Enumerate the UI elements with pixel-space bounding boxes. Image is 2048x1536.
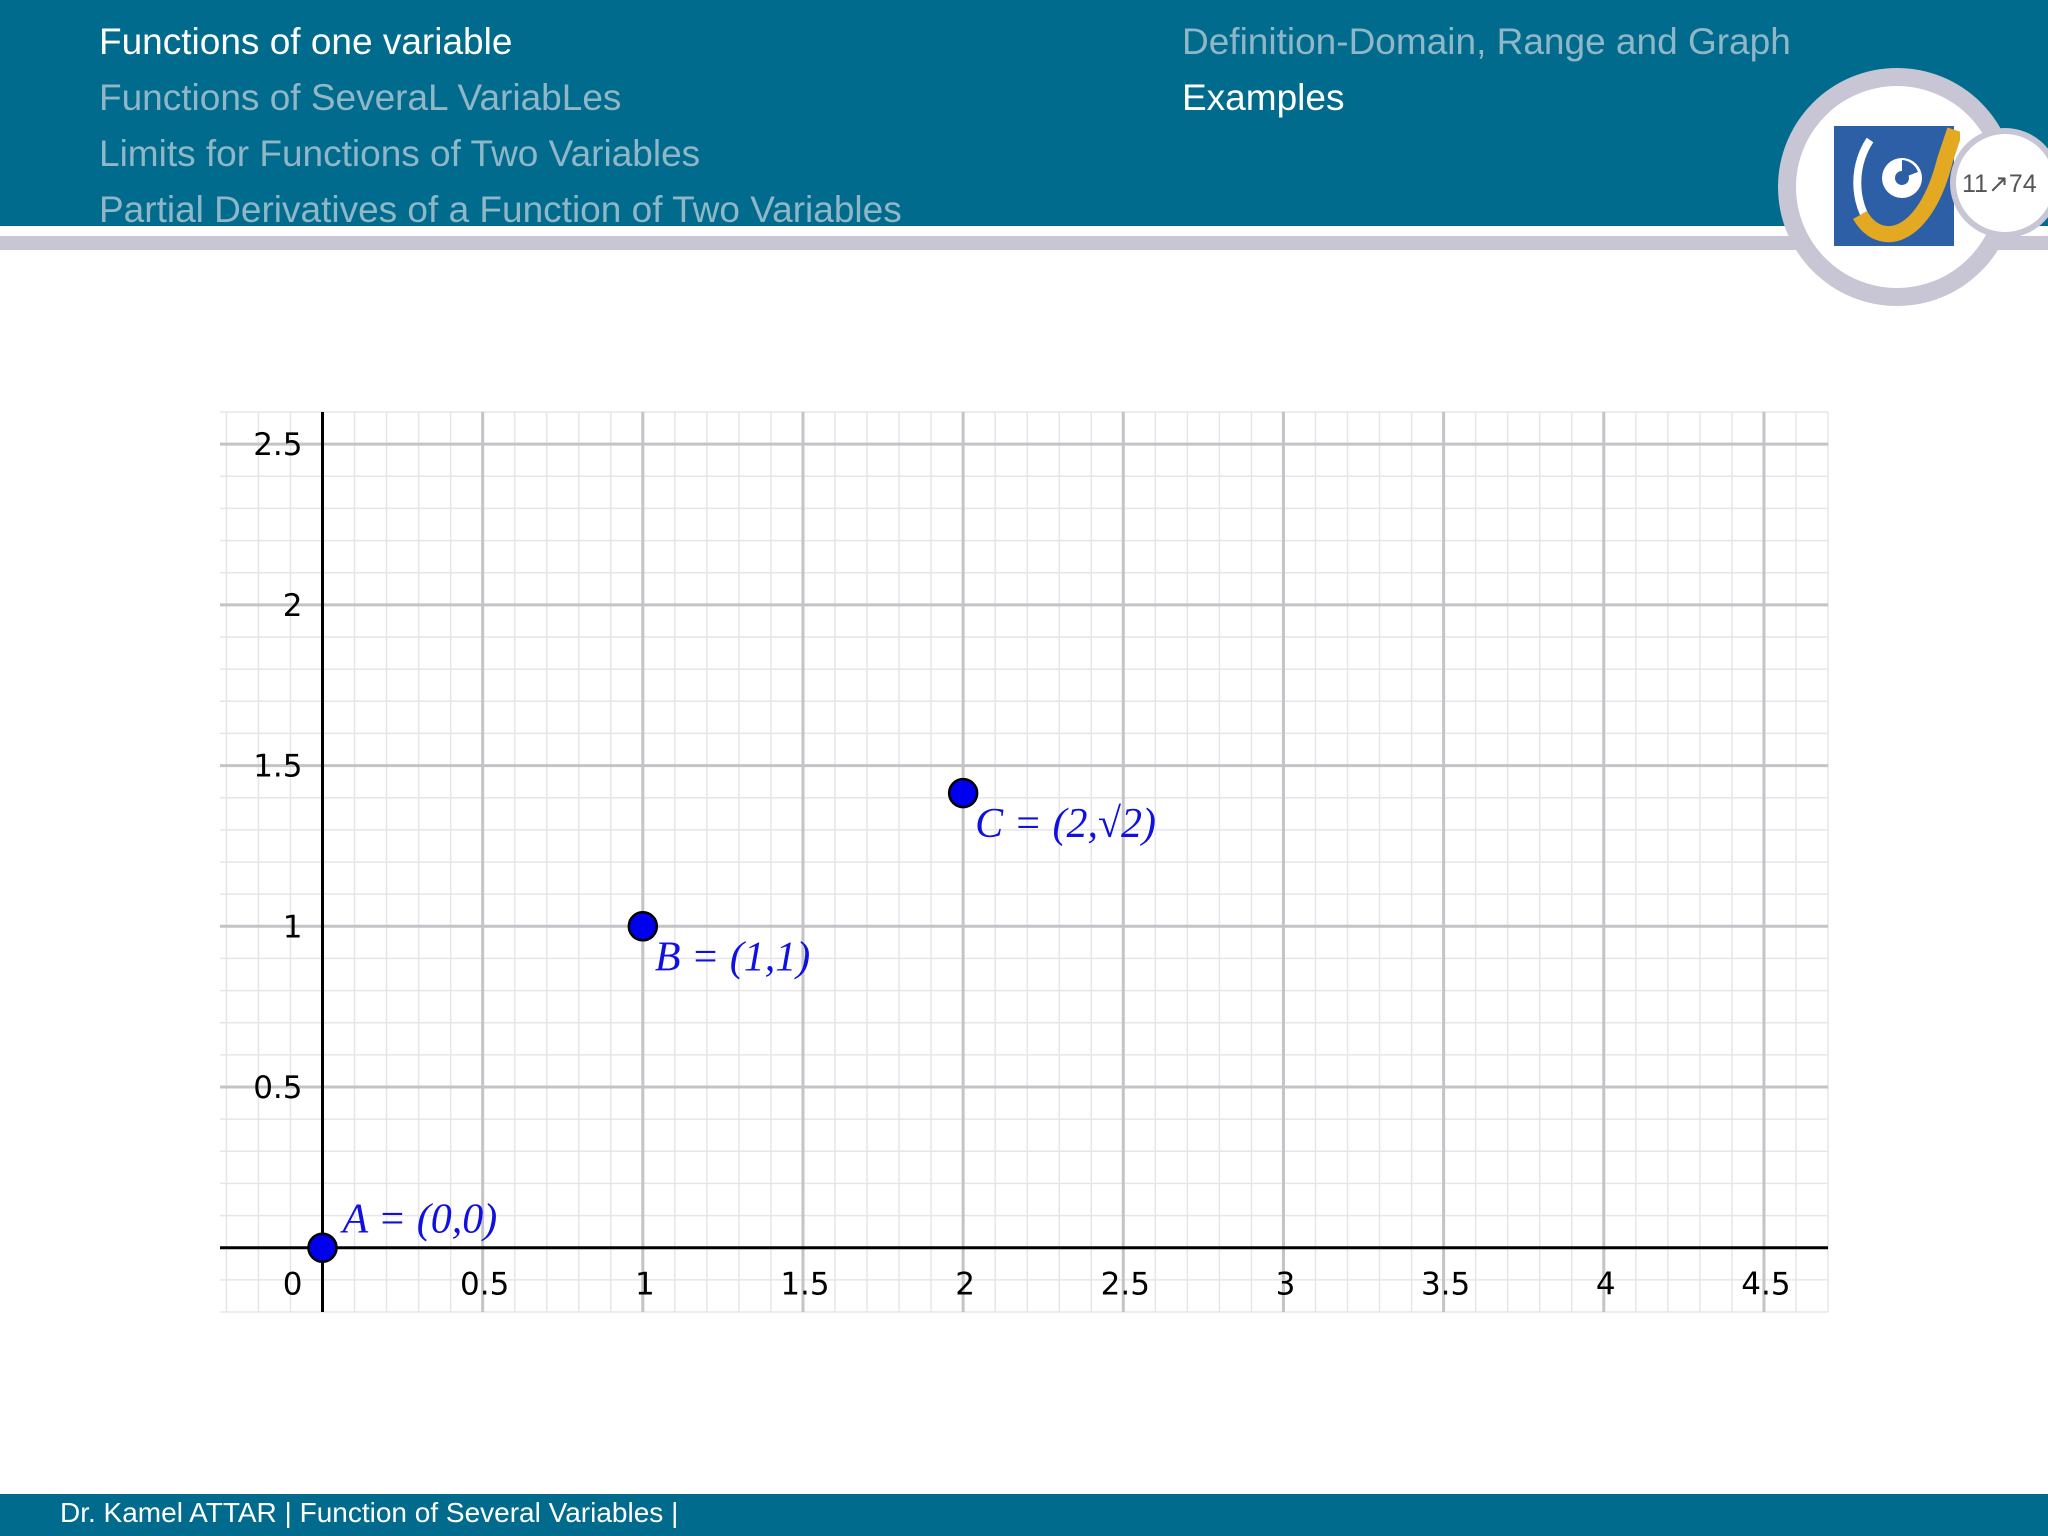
nav-section-several-variables[interactable]: Functions of SeveraL VariabLes (99, 77, 622, 118)
x-tick-labels: 0 0.5 1 1.5 2 2.5 3 3.5 4 4.5 (283, 1267, 1791, 1303)
nav-section-one-variable[interactable]: Functions of one variable (99, 21, 513, 62)
x-tick-label: 3 (1276, 1267, 1296, 1303)
x-tick-label: 1 (635, 1267, 655, 1303)
footer-bar (0, 1494, 2048, 1536)
header-divider (0, 226, 2048, 236)
nav-subsection-definition[interactable]: Definition-Domain, Range and Graph (1182, 21, 1791, 62)
x-tick-label: 0 (283, 1267, 303, 1303)
grid-major (220, 412, 1828, 1312)
subsection-nav: Definition-Domain, Range and Graph Examp… (1182, 14, 1791, 126)
data-point-label: B = (1,1) (655, 934, 810, 980)
x-tick-label: 2.5 (1101, 1267, 1150, 1303)
x-tick-label: 4.5 (1741, 1267, 1790, 1303)
page-badge (1950, 128, 2048, 238)
data-point (627, 911, 659, 942)
page-indicator: 11↗74 (1962, 170, 2037, 198)
x-tick-label: 0.5 (460, 1267, 509, 1303)
nav-subsection-examples[interactable]: Examples (1182, 77, 1345, 118)
y-tick-label: 1.5 (253, 749, 302, 785)
grid-minor (220, 411, 1829, 1313)
y-tick-label: 2 (283, 588, 303, 624)
data-points: A = (0,0) B = (1,1) C = (2,√2) (307, 777, 1156, 1263)
y-tick-label: 2.5 (253, 427, 302, 463)
data-point-label: A = (0,0) (340, 1197, 498, 1243)
x-tick-label: 3.5 (1421, 1267, 1470, 1303)
y-tick-label: 0.5 (253, 1070, 302, 1106)
university-logo-icon (1834, 126, 1960, 246)
data-point (947, 777, 979, 809)
y-tick-label: 1 (283, 909, 303, 945)
x-tick-label: 2 (955, 1267, 975, 1303)
header-divider-accent (0, 236, 2048, 250)
axes (220, 412, 1828, 1312)
header-bar (0, 0, 2048, 226)
x-tick-label: 4 (1596, 1267, 1616, 1303)
x-tick-label: 1.5 (780, 1267, 829, 1303)
nav-section-limits[interactable]: Limits for Functions of Two Variables (99, 133, 701, 174)
data-point-label: C = (2,√2) (975, 801, 1156, 847)
nav-section-partial-derivatives[interactable]: Partial Derivatives of a Function of Two… (99, 189, 902, 230)
y-tick-labels: 0.5 1 1.5 2 2.5 (253, 427, 302, 1106)
section-nav: Functions of one variable Functions of S… (99, 14, 902, 238)
footer-text: Dr. Kamel ATTAR | Function of Several Va… (60, 1497, 679, 1528)
data-point (307, 1232, 338, 1263)
